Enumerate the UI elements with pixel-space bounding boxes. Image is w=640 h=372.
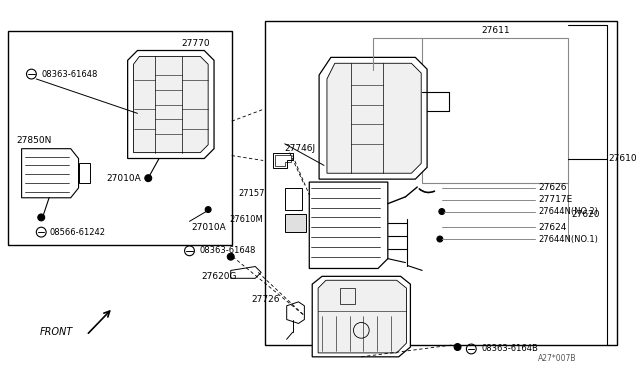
Text: 27626: 27626 (538, 183, 566, 192)
Text: 27644N(NO.2): 27644N(NO.2) (538, 207, 598, 216)
Bar (340, 288, 355, 304)
Text: 08363-6164B: 08363-6164B (481, 344, 538, 353)
Circle shape (454, 344, 461, 350)
Bar (8, 31, 232, 245)
Text: 27157: 27157 (239, 189, 265, 198)
Polygon shape (22, 149, 79, 198)
Circle shape (437, 236, 443, 242)
Circle shape (38, 214, 45, 221)
Polygon shape (134, 57, 208, 153)
Polygon shape (319, 57, 427, 179)
Circle shape (227, 253, 234, 260)
Polygon shape (309, 182, 388, 269)
Polygon shape (318, 280, 406, 353)
Text: 27010A: 27010A (191, 223, 226, 232)
Polygon shape (312, 276, 410, 357)
Text: 08363-61648: 08363-61648 (199, 246, 256, 255)
Circle shape (205, 206, 211, 212)
Text: 27010A: 27010A (106, 174, 141, 183)
Text: 27610M: 27610M (229, 215, 263, 224)
Text: 27611: 27611 (481, 26, 509, 35)
Circle shape (439, 209, 445, 215)
Text: 27620: 27620 (572, 210, 600, 219)
Text: 27624: 27624 (538, 223, 566, 232)
Bar (422, 38, 568, 183)
Text: 27746J: 27746J (285, 144, 316, 153)
Text: 27644N(NO.1): 27644N(NO.1) (538, 234, 598, 244)
Polygon shape (273, 153, 292, 168)
Text: 27610: 27610 (609, 154, 637, 163)
Text: 27717E: 27717E (538, 195, 572, 204)
Text: 08566-61242: 08566-61242 (49, 228, 105, 237)
Bar (285, 188, 303, 209)
Text: 27770: 27770 (182, 39, 211, 48)
Text: A27*007B: A27*007B (538, 354, 577, 363)
Text: FRONT: FRONT (39, 327, 72, 337)
Text: 27850N: 27850N (17, 136, 52, 145)
Bar (265, 21, 616, 345)
Circle shape (145, 175, 152, 182)
Bar (285, 215, 307, 232)
Polygon shape (287, 302, 305, 324)
Text: 27726: 27726 (252, 295, 280, 304)
Text: 27620G: 27620G (201, 272, 237, 281)
Text: 08363-61648: 08363-61648 (41, 70, 98, 78)
Polygon shape (79, 163, 90, 183)
Polygon shape (327, 63, 421, 173)
Polygon shape (127, 51, 214, 158)
Polygon shape (231, 266, 261, 278)
